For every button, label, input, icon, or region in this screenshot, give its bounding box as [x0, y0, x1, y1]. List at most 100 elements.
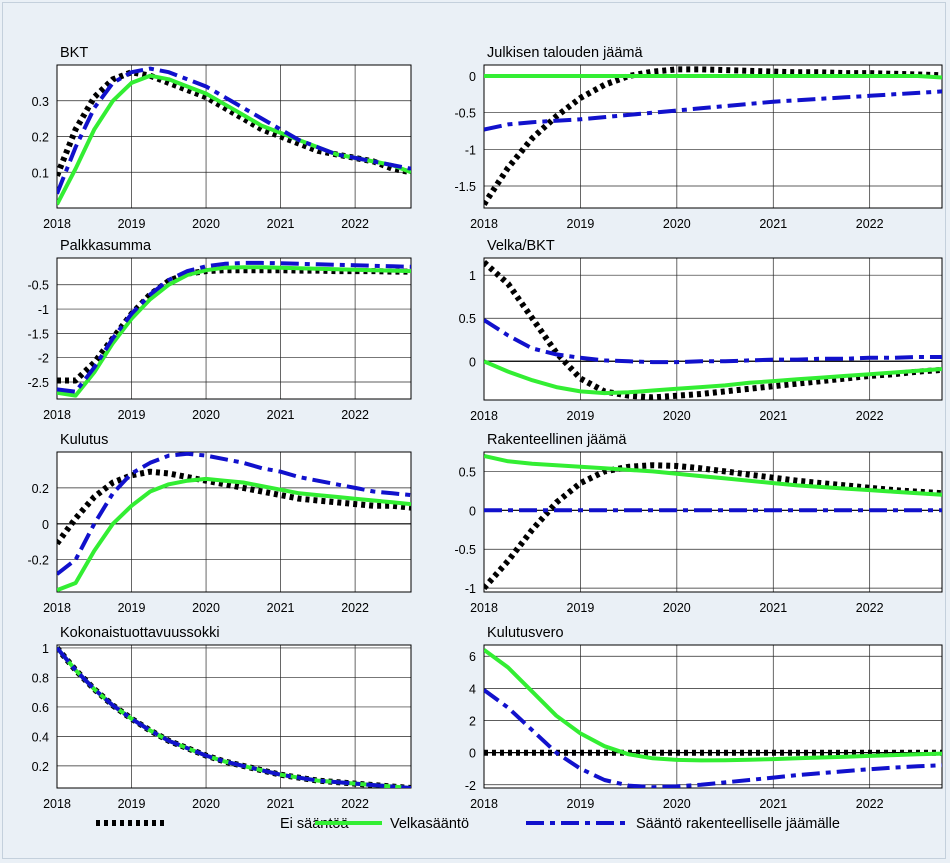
x-tick-label: 2022 [856, 409, 884, 423]
x-tick-label: 2022 [856, 797, 884, 811]
y-tick-label: -1.5 [454, 180, 476, 194]
x-tick-label: 2021 [759, 217, 787, 231]
y-tick-label: 0 [469, 70, 476, 84]
plot-border [56, 64, 412, 209]
y-tick-label: 0 [469, 747, 476, 761]
series-group [484, 260, 942, 400]
x-tick-label: 2020 [663, 409, 691, 423]
y-tick-label: -1.5 [27, 327, 49, 341]
x-tick-label: 2021 [267, 797, 295, 811]
legend-label: Velkasääntö [390, 816, 469, 832]
x-tick-label: 2019 [567, 409, 595, 423]
chart-panel: BKT 0.1 0.2 0.3 2018 2019 2020 2021 2022 [32, 45, 412, 231]
series-line-ei_saantoa [484, 462, 942, 591]
y-tick-label: -2 [465, 779, 476, 793]
y-tick-label: -2 [38, 352, 49, 366]
y-tick-label: -1 [465, 143, 476, 157]
x-tick-label: 2022 [341, 797, 369, 811]
series-line-saanto_rakenteelliselle [484, 89, 942, 132]
x-tick-label: 2019 [567, 601, 595, 615]
x-tick-label: 2020 [192, 217, 220, 231]
y-tick-label: 1 [42, 642, 49, 656]
y-tick-label: -0.5 [454, 543, 476, 557]
x-tick-label: 2022 [856, 601, 884, 615]
x-tick-label: 2019 [567, 797, 595, 811]
y-tick-label: 0 [469, 504, 476, 518]
series-line-saanto_rakenteelliselle [57, 260, 411, 394]
plot-border [56, 451, 412, 593]
y-tick-label: 0.5 [459, 312, 476, 326]
y-tick-label: 0.6 [32, 701, 49, 715]
series-line-velkasaanto [484, 453, 942, 497]
plot-border [483, 257, 943, 401]
series-group [57, 452, 411, 592]
x-tick-label: 2019 [118, 408, 146, 422]
series-line-velkasaanto [57, 265, 411, 398]
series-line-ei_saantoa [484, 66, 942, 206]
chart-panel: Rakenteellinen jäämä -1 -0.5 0 0.5 2018 2019 20… [454, 432, 943, 615]
plot-border [483, 644, 943, 789]
x-tick-label: 2018 [470, 797, 498, 811]
plot-area [484, 452, 942, 592]
y-tick-label: 0.5 [459, 465, 476, 479]
y-tick-label: 0 [469, 355, 476, 369]
y-tick-label: -1 [465, 582, 476, 596]
y-tick-label: -1 [38, 303, 49, 317]
legend-item: Velkasääntö [315, 816, 469, 832]
chart-title: Kulutusvero [487, 625, 564, 641]
legend-label: Ei sääntöä [280, 816, 349, 832]
chart-panel: Julkisen talouden jäämä -1.5 -1 -0.5 0 2018 20… [454, 45, 943, 231]
chart-title: Kulutus [60, 432, 108, 448]
x-tick-label: 2018 [43, 408, 71, 422]
chart-panel: Velka/BKT 0 0.5 1 2018 2019 2020 2021 2022 [459, 238, 943, 423]
series-line-saanto_rakenteelliselle [484, 688, 942, 788]
x-tick-label: 2021 [759, 797, 787, 811]
plot-area [57, 452, 411, 592]
x-tick-label: 2020 [192, 797, 220, 811]
y-tick-label: -2.5 [27, 376, 49, 390]
chart-title: Kokonaistuottavuussokki [60, 625, 220, 641]
x-tick-label: 2018 [43, 797, 71, 811]
x-tick-label: 2021 [267, 217, 295, 231]
series-group [484, 453, 942, 591]
y-tick-label: -0.2 [27, 554, 49, 568]
x-tick-label: 2018 [470, 409, 498, 423]
series-group [57, 260, 411, 398]
x-tick-label: 2019 [118, 797, 146, 811]
series-line-saanto_rakenteelliselle [484, 318, 942, 365]
y-tick-label: -0.5 [454, 107, 476, 121]
x-tick-label: 2018 [470, 217, 498, 231]
plot-border [483, 451, 943, 593]
x-tick-label: 2020 [663, 797, 691, 811]
x-tick-label: 2022 [856, 217, 884, 231]
chart-title: Velka/BKT [487, 238, 555, 254]
chart-title: Julkisen talouden jäämä [487, 45, 644, 61]
x-tick-label: 2020 [663, 601, 691, 615]
plot-area [484, 258, 942, 400]
plot-area [484, 65, 942, 208]
x-tick-label: 2019 [118, 217, 146, 231]
x-tick-label: 2022 [341, 217, 369, 231]
series-group [484, 66, 942, 206]
x-tick-label: 2018 [43, 217, 71, 231]
series-line-velkasaanto [484, 648, 942, 763]
y-tick-label: 6 [469, 650, 476, 664]
y-tick-label: 0.1 [32, 166, 49, 180]
series-line-saanto_rakenteelliselle [57, 646, 411, 788]
series-line-velkasaanto [57, 476, 411, 592]
legend: Ei sääntöä Velkasääntö Sääntö rakenteellis… [96, 816, 840, 832]
y-tick-label: 0.2 [32, 131, 49, 145]
y-tick-label: 0.8 [32, 671, 49, 685]
y-tick-label: 1 [469, 269, 476, 283]
x-tick-label: 2021 [759, 601, 787, 615]
x-tick-label: 2021 [267, 601, 295, 615]
y-tick-label: 0.4 [32, 730, 49, 744]
plot-area [57, 258, 411, 399]
y-tick-label: 0.2 [32, 760, 49, 774]
legend-item: Ei sääntöä [96, 816, 349, 832]
chart-title: Palkkasumma [60, 238, 152, 254]
x-tick-label: 2022 [341, 408, 369, 422]
plot-border [56, 257, 412, 400]
